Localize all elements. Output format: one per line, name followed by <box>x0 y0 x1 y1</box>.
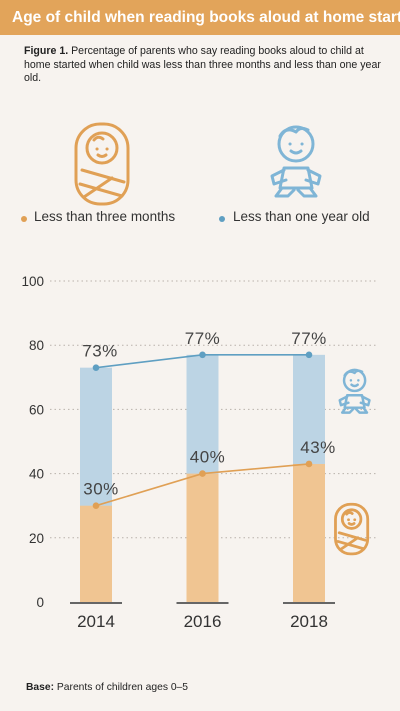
y-tick-label: 80 <box>29 338 44 353</box>
bar-less-than-three-months <box>186 473 219 602</box>
swaddled-baby-icon-small <box>334 502 370 556</box>
series-less-than-three-months-data-label: 40% <box>190 448 226 467</box>
legend-label-less-than-one-year: Less than one year old <box>233 209 370 224</box>
figure-caption-text: Percentage of parents who say reading bo… <box>24 45 381 84</box>
series-less-than-one-year-point <box>92 364 100 371</box>
base-note: Base: Parents of children ages 0–5 <box>26 682 188 693</box>
series-less-than-three-months-data-label: 30% <box>83 480 119 499</box>
toddler-icon <box>270 125 322 198</box>
legend-dot-blue <box>219 216 225 222</box>
y-tick-label: 40 <box>29 467 44 482</box>
series-less-than-one-year-data-label: 73% <box>82 342 118 361</box>
series-less-than-one-year-data-label: 77% <box>185 329 221 348</box>
legend-dot-orange <box>21 216 27 222</box>
y-tick-label: 60 <box>29 402 44 417</box>
header-title: Age of child when reading books aloud at… <box>12 9 400 26</box>
x-tick-label: 2016 <box>184 612 222 631</box>
series-less-than-one-year-point <box>199 351 206 359</box>
toddler-icon-small <box>338 368 371 414</box>
y-tick-label: 0 <box>36 595 44 610</box>
bar-less-than-three-months <box>293 463 325 602</box>
legend-label-less-than-three-months: Less than three months <box>34 209 176 224</box>
x-tick-label: 2018 <box>290 612 328 631</box>
base-label: Base: <box>26 682 55 693</box>
swaddled-baby-icon <box>74 122 130 206</box>
series-less-than-one-year-data-label: 77% <box>291 329 327 348</box>
figure-caption: Figure 1. Percentage of parents who say … <box>24 45 384 86</box>
y-tick-label: 100 <box>21 274 44 289</box>
x-tick-label: 2014 <box>77 612 115 631</box>
base-text: Parents of children ages 0–5 <box>56 682 189 693</box>
series-less-than-three-months-point <box>305 460 313 468</box>
series-less-than-three-months-point <box>92 502 100 510</box>
bar-less-than-three-months <box>80 505 112 602</box>
series-less-than-three-months-data-label: 43% <box>300 438 336 457</box>
header-bar: Age of child when reading books aloud at… <box>0 0 400 35</box>
series-less-than-three-months-point <box>199 470 206 477</box>
figure-label: Figure 1. <box>24 45 69 57</box>
series-less-than-one-year-point <box>305 351 313 359</box>
y-tick-label: 20 <box>29 531 44 546</box>
